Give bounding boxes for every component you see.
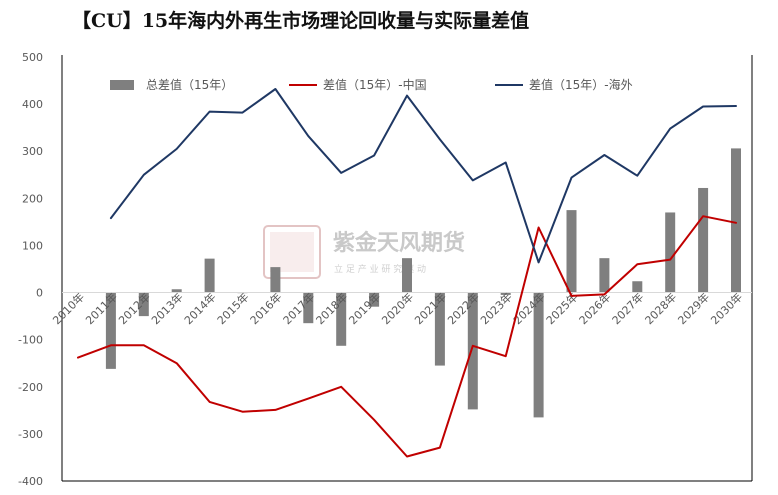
y-tick-label: -400 (18, 475, 43, 488)
y-tick-label: -300 (18, 428, 43, 441)
bars-total (105, 148, 741, 418)
watermark-seal (263, 225, 321, 279)
x-axis-ticks: 2010年2011年2012年2013年2014年2015年2016年2017年… (50, 290, 745, 327)
bar-total-2026年 (599, 258, 610, 293)
x-tick-label: 2015年 (214, 290, 251, 327)
x-tick-label: 2020年 (379, 290, 416, 327)
x-tick-label: 2028年 (642, 290, 679, 327)
bar-total-2022年 (467, 292, 478, 410)
watermark-brand: 紫金天风期货 (333, 230, 465, 256)
y-tick-label: 300 (22, 145, 43, 158)
line-china (77, 215, 737, 458)
y-tick-label: 400 (22, 98, 43, 111)
bar-total-2020年 (402, 258, 412, 293)
x-tick-label: 2027年 (609, 290, 646, 327)
plot-frame (61, 55, 753, 482)
x-tick-label: 2019年 (346, 290, 383, 327)
y-tick-label: 500 (22, 51, 43, 64)
x-tick-label: 2016年 (247, 290, 284, 327)
x-tick-label: 2023年 (477, 290, 514, 327)
bar-total-2027年 (632, 281, 643, 293)
legend-item-overseas-label: 差值（15年）-海外 (529, 77, 633, 92)
lines (77, 88, 737, 458)
bar-total-2025年 (566, 210, 577, 293)
bar-total-2012年 (138, 292, 149, 317)
x-tick-label: 2030年 (708, 290, 745, 327)
bar-total-2019年 (369, 292, 380, 307)
watermark-seal-fill (270, 232, 314, 272)
y-tick-label: -200 (18, 381, 43, 394)
bar-total-2029年 (698, 187, 709, 293)
bar-total-2028年 (665, 212, 676, 293)
line-overseas (109, 88, 737, 264)
x-tick-label: 2029年 (675, 290, 712, 327)
y-tick-label: 0 (36, 287, 43, 300)
x-tick-label: 2010年 (50, 290, 87, 327)
bar-total-2011年 (105, 292, 116, 369)
bar-total-2017年 (303, 292, 314, 324)
legend-item-total-swatch (110, 80, 134, 90)
bar-total-2024年 (533, 292, 544, 418)
y-tick-label: 100 (22, 239, 43, 252)
legend-item-total-label: 总差值（15年） (146, 77, 233, 92)
bar-total-2014年 (204, 258, 215, 293)
y-tick-label: -100 (18, 334, 43, 347)
bar-total-2013年 (171, 289, 182, 293)
x-tick-label: 2014年 (181, 290, 218, 327)
x-tick-label: 2013年 (148, 290, 185, 327)
legend: 总差值（15年） 差值（15年）-中国 差值（15年）-海外 (110, 77, 633, 92)
bar-total-2030年 (731, 148, 741, 293)
bar-total-2023年 (500, 292, 511, 295)
watermark-tagline: 立 足 产 业 研 究 驱 动 (334, 263, 426, 275)
y-axis-ticks: 500 400 300 200 100 0 -100 -200 -300 -400 (18, 51, 43, 488)
bar-total-2021年 (434, 292, 445, 366)
bar-total-2018年 (336, 292, 347, 346)
legend-item-china-label: 差值（15年）-中国 (323, 77, 427, 92)
bar-total-2016年 (270, 267, 281, 293)
chart-title: 【CU】15年海内外再生市场理论回收量与实际量差值 (72, 10, 530, 32)
y-tick-label: 200 (22, 192, 43, 205)
